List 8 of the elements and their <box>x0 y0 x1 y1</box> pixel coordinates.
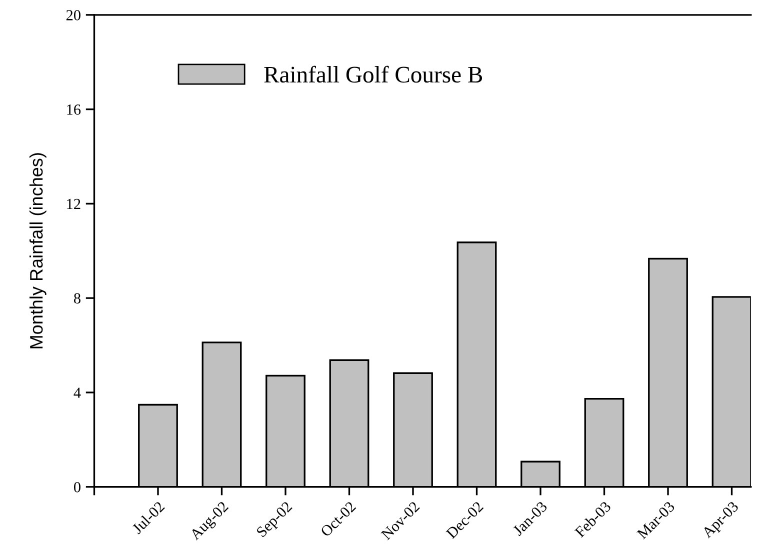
y-tick-label: 4 <box>74 388 81 398</box>
y-tick-label: 8 <box>74 293 80 304</box>
y-tick-label: 20 <box>66 10 80 20</box>
y-axis-title: Monthly Rainfall (inches) <box>29 153 46 348</box>
legend-label: Rainfall Golf Course B <box>264 66 482 83</box>
y-tick-label: 12 <box>67 198 80 209</box>
y-tick-label: 16 <box>67 104 81 115</box>
y-tick-label: 0 <box>74 482 80 492</box>
